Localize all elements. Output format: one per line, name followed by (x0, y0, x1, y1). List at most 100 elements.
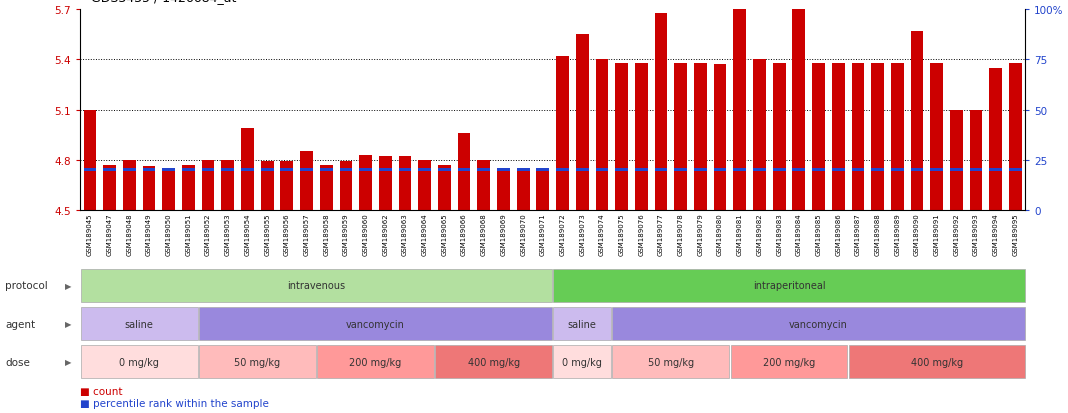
Text: GDS3435 / 1426684_at: GDS3435 / 1426684_at (91, 0, 236, 4)
Bar (123, 169, 136, 172)
Bar (891, 64, 904, 210)
Bar (832, 64, 845, 210)
Bar (674, 64, 687, 210)
Text: intravenous: intravenous (287, 281, 345, 291)
Text: intraperitoneal: intraperitoneal (753, 281, 826, 291)
Bar (812, 64, 824, 210)
Bar (517, 169, 530, 172)
Bar (553, 345, 611, 378)
Bar (241, 128, 254, 210)
Text: 50 mg/kg: 50 mg/kg (234, 357, 281, 367)
Bar (556, 57, 569, 210)
Bar (694, 64, 707, 210)
Bar (419, 160, 431, 210)
Text: protocol: protocol (5, 281, 48, 291)
Text: 50 mg/kg: 50 mg/kg (648, 357, 694, 367)
Text: saline: saline (568, 319, 597, 329)
Bar (379, 169, 392, 172)
Bar (553, 269, 1024, 302)
Text: ■ count: ■ count (80, 386, 123, 396)
Text: agent: agent (5, 319, 35, 329)
Text: 400 mg/kg: 400 mg/kg (911, 357, 962, 367)
Bar (655, 14, 668, 210)
Bar (359, 155, 372, 210)
Bar (713, 169, 726, 172)
Bar (83, 110, 96, 210)
Bar (162, 169, 175, 172)
Bar (1009, 169, 1022, 172)
Bar (734, 169, 747, 172)
Bar (477, 160, 490, 210)
Bar (123, 160, 136, 210)
Bar (734, 0, 747, 210)
Text: 0 mg/kg: 0 mg/kg (562, 357, 602, 367)
Bar (182, 169, 194, 172)
Bar (221, 160, 234, 210)
Bar (773, 64, 786, 210)
Bar (911, 32, 924, 210)
Bar (871, 169, 884, 172)
Bar (792, 0, 805, 210)
Bar (202, 160, 215, 210)
Bar (1009, 64, 1022, 210)
Bar (143, 167, 156, 210)
Bar (458, 169, 471, 172)
Bar (398, 169, 411, 172)
Bar (497, 169, 509, 172)
Bar (851, 169, 864, 172)
Bar (438, 165, 451, 210)
Bar (435, 345, 552, 378)
Bar (319, 165, 332, 210)
Bar (949, 110, 962, 210)
Bar (379, 157, 392, 210)
Bar (634, 169, 647, 172)
Text: ▶: ▶ (65, 357, 72, 366)
Bar (536, 169, 549, 210)
Bar (359, 169, 372, 172)
Bar (930, 64, 943, 210)
Bar (458, 133, 471, 210)
Bar (199, 345, 316, 378)
Bar (497, 169, 509, 210)
Bar (536, 169, 549, 172)
Bar (340, 162, 352, 210)
Bar (81, 269, 552, 302)
Bar (477, 169, 490, 172)
Bar (300, 169, 313, 172)
Bar (553, 307, 611, 340)
Bar (970, 169, 983, 172)
Bar (83, 169, 96, 172)
Bar (202, 169, 215, 172)
Bar (615, 169, 628, 172)
Bar (849, 345, 1024, 378)
Text: 0 mg/kg: 0 mg/kg (120, 357, 159, 367)
Bar (989, 69, 1002, 210)
Bar (340, 169, 352, 172)
Text: dose: dose (5, 357, 30, 367)
Bar (241, 169, 254, 172)
Bar (812, 169, 824, 172)
Bar (221, 169, 234, 172)
Bar (612, 307, 1024, 340)
Bar (970, 110, 983, 210)
Bar (713, 65, 726, 210)
Bar (281, 169, 294, 172)
Bar (615, 64, 628, 210)
Bar (596, 60, 609, 210)
Bar (104, 169, 116, 172)
Bar (674, 169, 687, 172)
Bar (891, 169, 904, 172)
Bar (930, 169, 943, 172)
Bar (851, 64, 864, 210)
Bar (162, 169, 175, 210)
Text: 400 mg/kg: 400 mg/kg (468, 357, 520, 367)
Bar (143, 169, 156, 172)
Bar (596, 169, 609, 172)
Text: vancomycin: vancomycin (346, 319, 405, 329)
Bar (694, 169, 707, 172)
Bar (655, 169, 668, 172)
Bar (576, 169, 588, 172)
Bar (419, 169, 431, 172)
Bar (438, 169, 451, 172)
Bar (911, 169, 924, 172)
